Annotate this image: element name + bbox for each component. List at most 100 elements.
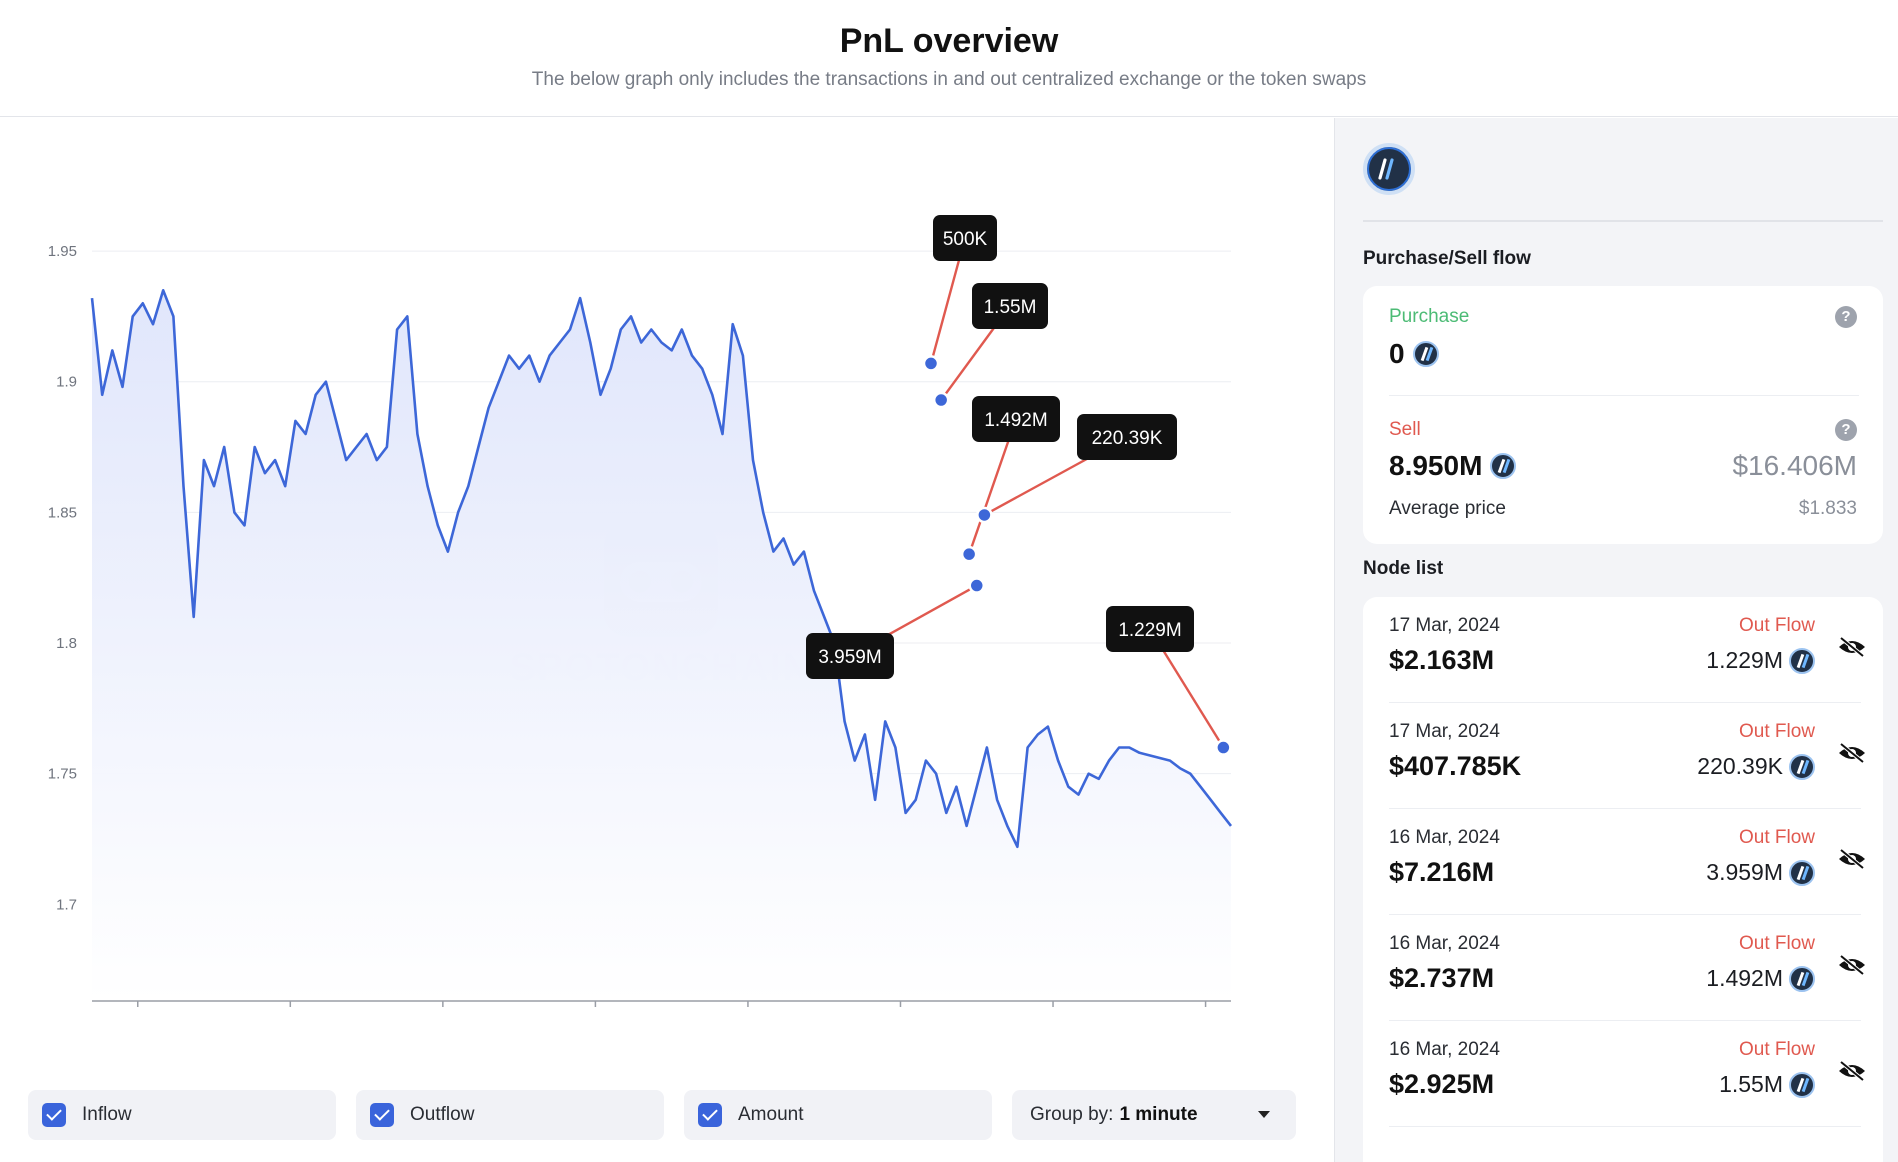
annotation-point	[968, 577, 986, 594]
eye-off-icon[interactable]	[1837, 847, 1867, 871]
arbitrum-icon	[1789, 859, 1815, 886]
annotation-badge	[972, 396, 1060, 442]
node-date: 17 Mar, 2024	[1389, 615, 1500, 636]
node-date: 17 Mar, 2024	[1389, 721, 1500, 742]
annotation-point	[960, 545, 978, 563]
legend-outflow-toggle[interactable]: Outflow	[356, 1090, 664, 1140]
purchase-amount: 0	[1389, 338, 1405, 369]
annotation-label: 1.55M	[984, 297, 1037, 318]
y-tick-label: 1.8	[56, 635, 77, 652]
group-by-select[interactable]: Group by: 1 minute	[1012, 1090, 1296, 1140]
legend-outflow-label: Outflow	[410, 1104, 475, 1125]
page-header: PnL overview The below graph only includ…	[0, 0, 1898, 117]
node-amount-value: 1.229M	[1706, 647, 1783, 673]
node-amount: 220.39K	[1697, 753, 1815, 780]
y-tick-label: 1.95	[48, 243, 77, 260]
node-usd-value: $2.737M	[1389, 963, 1495, 993]
node-amount: 1.55M	[1719, 1071, 1815, 1098]
annotation-point	[976, 506, 993, 524]
annotation-label: 1.229M	[1118, 620, 1181, 641]
y-tick-label: 1.85	[48, 504, 77, 521]
sell-value: 8.950M	[1389, 450, 1517, 482]
node-usd-value: $407.785K	[1389, 751, 1522, 781]
node-list: 17 Mar, 2024 $2.163M Out Flow 1.229M 17 …	[1363, 597, 1883, 1162]
node-flow-type: Out Flow	[1738, 1039, 1815, 1060]
legend-amount-label: Amount	[738, 1104, 804, 1125]
x-tick-label: 02 AM	[422, 1016, 465, 1018]
arbitrum-icon	[1412, 341, 1439, 367]
x-tick-label: 02 PM	[726, 1016, 769, 1018]
average-price-label: Average price	[1389, 498, 1506, 519]
annotation-label: 220.39K	[1092, 428, 1163, 449]
price-chart: SPOTONCHAIN 1.951.91.851.81.751.702 PM08…	[48, 215, 1233, 1033]
annotation-point	[922, 355, 940, 372]
arbitrum-icon	[1789, 965, 1815, 992]
purchase-label: Purchase	[1389, 306, 1470, 327]
page-title: PnL overview	[839, 22, 1059, 60]
group-by-value: 1 minute	[1119, 1104, 1198, 1125]
annotation-label: 1.492M	[984, 410, 1047, 431]
annotation-label: 3.959M	[818, 647, 881, 668]
divider	[1389, 395, 1859, 396]
arbitrum-icon	[1789, 647, 1815, 674]
node-flow-type: Out Flow	[1738, 721, 1815, 742]
purchase-value: 0	[1389, 338, 1439, 370]
sell-label: Sell	[1389, 419, 1421, 440]
annotation-point	[1215, 739, 1232, 756]
annotation-badge	[933, 215, 997, 261]
eye-off-icon[interactable]	[1837, 1059, 1867, 1083]
legend-inflow-toggle[interactable]: Inflow	[28, 1090, 336, 1140]
help-icon[interactable]: ?	[1835, 419, 1857, 441]
purchase-sell-card: Purchase ? 0 Sell ? 8.950M $16.406M Aver…	[1363, 286, 1883, 544]
annotation-badge	[1077, 414, 1177, 460]
node-flow-type: Out Flow	[1738, 615, 1815, 636]
right-panel: Purchase/Sell flow Purchase ? 0 Sell ? 8…	[1334, 118, 1898, 1162]
list-item[interactable]: 16 Mar, 2024 $2.925M Out Flow 1.55M	[1389, 1021, 1865, 1127]
node-usd-value: $7.216M	[1389, 857, 1495, 887]
legend-inflow-label: Inflow	[82, 1104, 132, 1125]
checkbox-icon	[698, 1103, 722, 1127]
sell-usd-value: $16.406M	[1732, 450, 1857, 481]
annotation-point	[932, 391, 950, 409]
annotation-badge	[1106, 606, 1194, 652]
price-area-fill	[92, 290, 1231, 1001]
node-date: 16 Mar, 2024	[1389, 1039, 1500, 1060]
arbitrum-icon	[1789, 753, 1815, 780]
price-line	[90, 289, 1233, 849]
list-item[interactable]: 16 Mar, 2024 $2.737M Out Flow 1.492M	[1389, 915, 1865, 1021]
x-tick-label: 08 PM	[879, 1016, 922, 1018]
list-item[interactable]: 17 Mar, 2024 $2.163M Out Flow 1.229M	[1389, 597, 1865, 703]
node-date: 16 Mar, 2024	[1389, 933, 1500, 954]
node-amount: 1.492M	[1706, 965, 1815, 992]
eye-off-icon[interactable]	[1837, 635, 1867, 659]
node-usd-value: $2.163M	[1389, 645, 1495, 675]
page-subtitle: The below graph only includes the transa…	[531, 69, 1367, 90]
eye-off-icon[interactable]	[1837, 953, 1867, 977]
help-icon[interactable]: ?	[1835, 306, 1857, 328]
annotation-label: 500K	[943, 229, 988, 250]
node-amount: 1.229M	[1706, 647, 1815, 674]
node-amount-value: 1.492M	[1706, 965, 1783, 991]
arbitrum-icon	[1490, 453, 1517, 479]
y-tick-label: 1.7	[56, 896, 77, 913]
average-price-value: $1.833	[1798, 498, 1857, 519]
group-by-label: Group by:	[1030, 1104, 1114, 1125]
legend-amount-toggle[interactable]: Amount	[684, 1090, 992, 1140]
annotation-badge	[972, 283, 1048, 329]
list-item[interactable]: 17 Mar, 2024 $407.785K Out Flow 220.39K	[1389, 703, 1865, 809]
annotation-badge	[806, 633, 894, 679]
x-tick-label: Mar 17	[1182, 1016, 1229, 1018]
x-tick-label: 02 AM	[1032, 1016, 1075, 1018]
node-flow-type: Out Flow	[1738, 827, 1815, 848]
y-tick-label: 1.75	[48, 766, 77, 783]
node-list-title: Node list	[1363, 558, 1444, 579]
x-tick-label: 02 PM	[116, 1016, 159, 1018]
caret-down-icon	[1258, 1111, 1270, 1118]
checkbox-icon	[370, 1103, 394, 1127]
list-item[interactable]: 16 Mar, 2024 $7.216M Out Flow 3.959M	[1389, 809, 1865, 915]
node-flow-type: Out Flow	[1738, 933, 1815, 954]
node-amount-value: 220.39K	[1697, 753, 1783, 779]
node-amount-value: 3.959M	[1706, 859, 1783, 885]
y-tick-label: 1.9	[56, 374, 77, 391]
eye-off-icon[interactable]	[1837, 741, 1867, 765]
